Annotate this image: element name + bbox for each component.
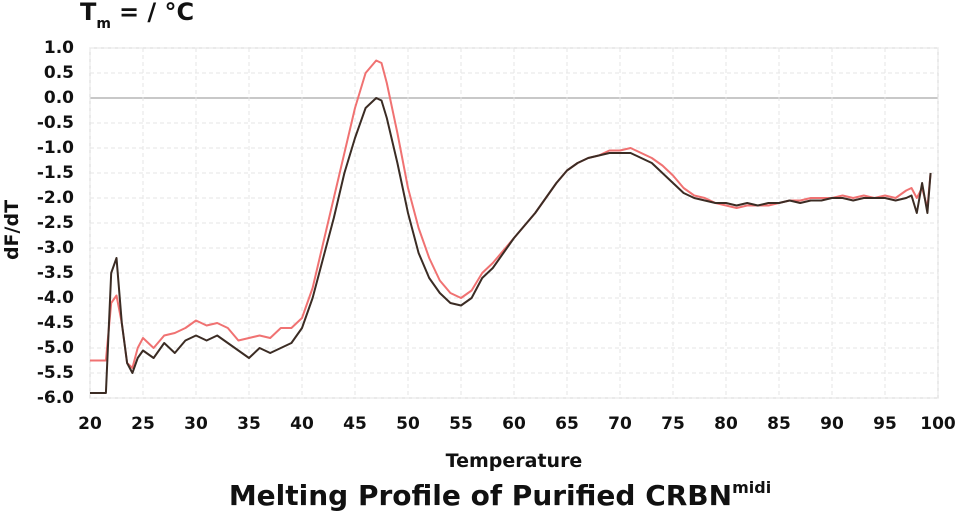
y-tick-label: -5.0 (37, 338, 74, 358)
data-line (90, 97, 932, 394)
x-tick-label: 45 (343, 414, 367, 434)
x-tick-label: 60 (502, 414, 526, 434)
title-main: Melting Profile of Purified CRBN (229, 479, 732, 512)
y-tick-label: 1.0 (44, 38, 74, 58)
data-line (90, 59, 932, 369)
y-tick-label: -5.5 (37, 363, 74, 383)
x-tick-label: 30 (184, 414, 208, 434)
y-tick-label: -1.5 (37, 163, 74, 183)
x-tick-label: 75 (661, 414, 685, 434)
chart-title: Melting Profile of Purified CRBNmidi (229, 478, 771, 512)
x-tick-label: 100 (920, 414, 956, 434)
x-tick-label: 65 (555, 414, 579, 434)
x-tick-label: 90 (820, 414, 844, 434)
y-tick-label: -4.5 (37, 313, 74, 333)
x-tick-label: 80 (714, 414, 738, 434)
y-tick-label: -3.0 (37, 238, 74, 258)
y-tick-label: -3.5 (37, 263, 74, 283)
y-tick-label: -2.0 (37, 188, 74, 208)
top-label-main: T (80, 0, 97, 26)
x-tick-label: 95 (873, 414, 897, 434)
y-tick-label: 0.5 (44, 63, 74, 83)
x-axis-label: Temperature (446, 450, 583, 472)
x-tick-label: 25 (131, 414, 155, 434)
y-tick-label: -2.5 (37, 213, 74, 233)
x-tick-label: 35 (237, 414, 261, 434)
x-tick-label: 85 (767, 414, 791, 434)
y-tick-label: -0.5 (37, 113, 74, 133)
x-tick-label: 70 (608, 414, 632, 434)
y-tick-label: -1.0 (37, 138, 74, 158)
x-tick-label: 20 (78, 414, 102, 434)
y-tick-label: -6.0 (37, 388, 74, 408)
top-label-rest: = / °C (119, 0, 194, 26)
y-axis-label: dF/dT (1, 200, 23, 260)
top-label-sub: m (96, 16, 111, 32)
y-tick-label: -4.0 (37, 288, 74, 308)
x-tick-label: 40 (290, 414, 314, 434)
title-superscript: midi (732, 478, 771, 497)
y-tick-label: 0.0 (44, 88, 74, 108)
x-tick-label: 50 (396, 414, 420, 434)
x-tick-label: 55 (449, 414, 473, 434)
top-label: Tm = / °C (80, 0, 194, 32)
